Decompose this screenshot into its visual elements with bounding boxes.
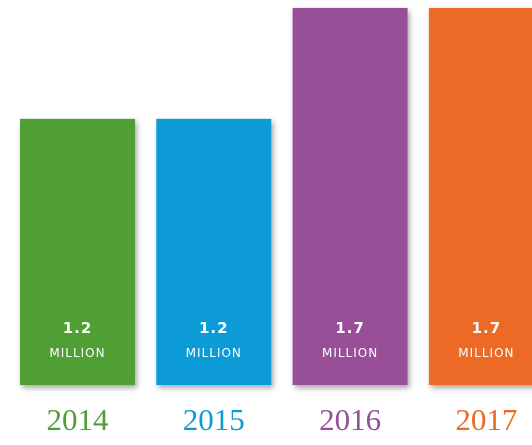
value-label: 1.2 <box>199 319 229 337</box>
unit-label: MILLION <box>49 346 105 360</box>
year-label: 2015 <box>183 402 245 437</box>
year-label: 2016 <box>319 402 381 437</box>
unit-label: MILLION <box>186 346 242 360</box>
value-label: 1.7 <box>335 319 365 337</box>
year-label: 2014 <box>47 402 110 437</box>
unit-label: MILLION <box>458 346 514 360</box>
unit-label: MILLION <box>322 346 378 360</box>
value-label: 1.2 <box>63 319 93 337</box>
value-label: 1.7 <box>472 319 502 337</box>
bar <box>156 118 272 385</box>
bar <box>292 7 408 385</box>
year-label: 2017 <box>455 402 517 437</box>
bar <box>20 118 135 385</box>
bar <box>428 7 532 385</box>
